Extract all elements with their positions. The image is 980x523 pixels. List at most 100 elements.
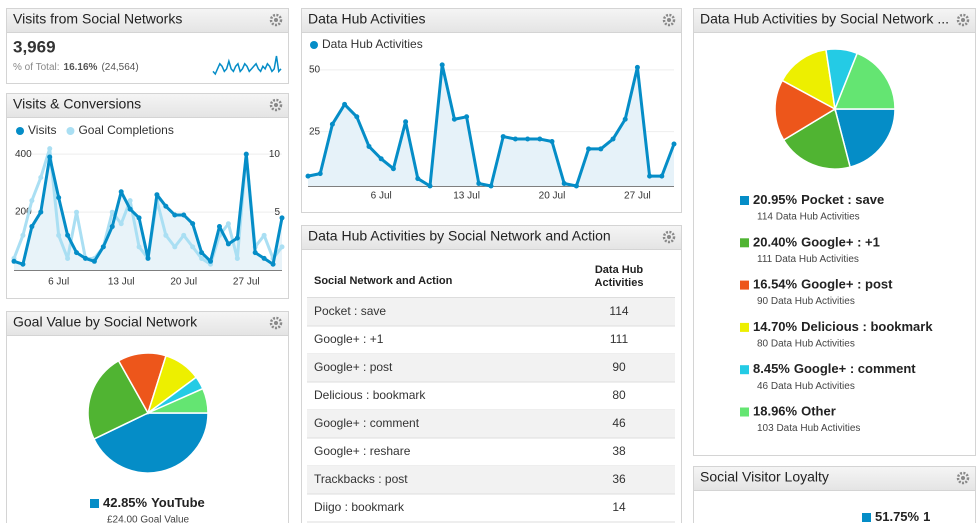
widget-title: Goal Value by Social Network — [13, 314, 198, 330]
point — [208, 258, 214, 264]
column-header[interactable]: Social Network and Action — [314, 275, 453, 287]
gear — [269, 316, 283, 330]
y-tick-label: 200 — [15, 207, 32, 218]
settings-icon[interactable] — [662, 230, 676, 244]
legend-label: 14.70% Delicious : bookmark — [753, 319, 933, 334]
x-tick-label: 20 Jul — [539, 191, 566, 202]
column-header[interactable]: Data Hub Activities — [594, 264, 644, 289]
point — [561, 181, 567, 187]
legend-name: Google+ : post — [801, 277, 893, 292]
pie-slice — [774, 79, 837, 142]
point — [20, 261, 26, 267]
point — [549, 139, 555, 145]
widget-title: Visits & Conversions — [13, 96, 141, 112]
cell: 38 — [612, 444, 626, 458]
settings-icon[interactable] — [662, 13, 676, 27]
cell: Google+ : post — [314, 360, 393, 374]
point — [439, 62, 445, 68]
cell: Diigo : bookmark — [314, 500, 405, 514]
point — [100, 244, 106, 250]
legend-percent: 42.85% — [103, 495, 148, 510]
gear-hub — [274, 321, 278, 325]
point — [38, 209, 44, 215]
point — [65, 232, 71, 238]
point — [270, 261, 276, 267]
point — [109, 209, 115, 215]
widget-title: Data Hub Activities — [308, 11, 426, 27]
gear — [662, 13, 676, 27]
cell: Google+ : +1 — [314, 332, 384, 346]
settings-icon[interactable] — [269, 98, 283, 112]
legend-swatch — [90, 499, 99, 508]
point — [11, 258, 17, 264]
area — [308, 64, 674, 186]
gear — [956, 13, 970, 27]
legend-label: 8.45% Google+ : comment — [753, 362, 916, 377]
cell: 111 — [610, 332, 629, 346]
legend-name: Pocket : save — [801, 192, 884, 207]
legend-percent: 20.40% — [753, 235, 798, 250]
pie-slice — [833, 52, 896, 110]
point — [136, 244, 142, 250]
cell: Google+ : reshare — [314, 444, 411, 458]
gear-hub — [667, 235, 671, 239]
cell: Trackbacks : post — [314, 472, 408, 486]
legend-name: Delicious : bookmark — [801, 319, 933, 334]
y-tick-label: 50 — [309, 64, 321, 75]
legend-name: Google+ : comment — [794, 362, 916, 377]
point — [154, 192, 160, 198]
gear — [956, 471, 970, 485]
cell: 46 — [612, 416, 626, 430]
sparkline — [212, 55, 282, 76]
x-tick-label: 27 Jul — [233, 277, 260, 288]
settings-icon[interactable] — [269, 316, 283, 330]
x-tick-label: 13 Jul — [453, 191, 480, 202]
percent-of-total: % of Total: 16.16% (24,564) — [13, 62, 139, 73]
point — [29, 198, 35, 204]
legend-label: Goal Completions — [78, 123, 173, 137]
point — [172, 244, 178, 250]
widget-header — [6, 311, 289, 336]
settings-icon[interactable] — [956, 13, 970, 27]
point — [136, 215, 142, 221]
legend-label: Data Hub Activities — [322, 37, 423, 51]
point — [38, 175, 44, 181]
point — [634, 64, 640, 70]
point — [622, 116, 628, 122]
legend-name: Other — [801, 404, 836, 419]
legend-percent: 20.95% — [753, 192, 798, 207]
legend-percent: 18.96% — [753, 404, 798, 419]
point — [488, 183, 494, 189]
legend-percent: 8.45% — [753, 362, 790, 377]
widget-header — [301, 225, 682, 250]
widget-header — [693, 8, 976, 33]
settings-icon[interactable] — [269, 13, 283, 27]
legend-percent: 51.75% — [875, 509, 920, 523]
point — [261, 232, 267, 238]
point — [366, 143, 372, 149]
legend-swatch — [740, 365, 749, 375]
point — [74, 209, 80, 215]
legend-name: Google+ : +1 — [801, 235, 880, 250]
point — [163, 232, 169, 238]
widget-title: Data Hub Activities by Social Network ..… — [700, 11, 949, 27]
legend-swatch — [740, 322, 749, 332]
point — [216, 224, 222, 230]
point — [199, 250, 205, 256]
legend-swatch — [740, 196, 749, 205]
legend-swatch — [16, 127, 24, 135]
gear-hub — [274, 18, 278, 22]
settings-icon[interactable] — [956, 471, 970, 485]
point — [252, 250, 258, 256]
point — [127, 206, 133, 212]
point — [181, 232, 187, 238]
legend-label: 18.96% Other — [753, 404, 836, 419]
point — [647, 173, 653, 179]
legend-label: 20.40% Google+ : +1 — [753, 235, 880, 250]
point — [610, 136, 616, 142]
x-tick-label: 13 Jul — [108, 277, 135, 288]
gear-hub — [667, 18, 671, 22]
widget-title: Data Hub Activities by Social Network an… — [308, 228, 611, 244]
legend-label: Visits — [28, 123, 56, 137]
